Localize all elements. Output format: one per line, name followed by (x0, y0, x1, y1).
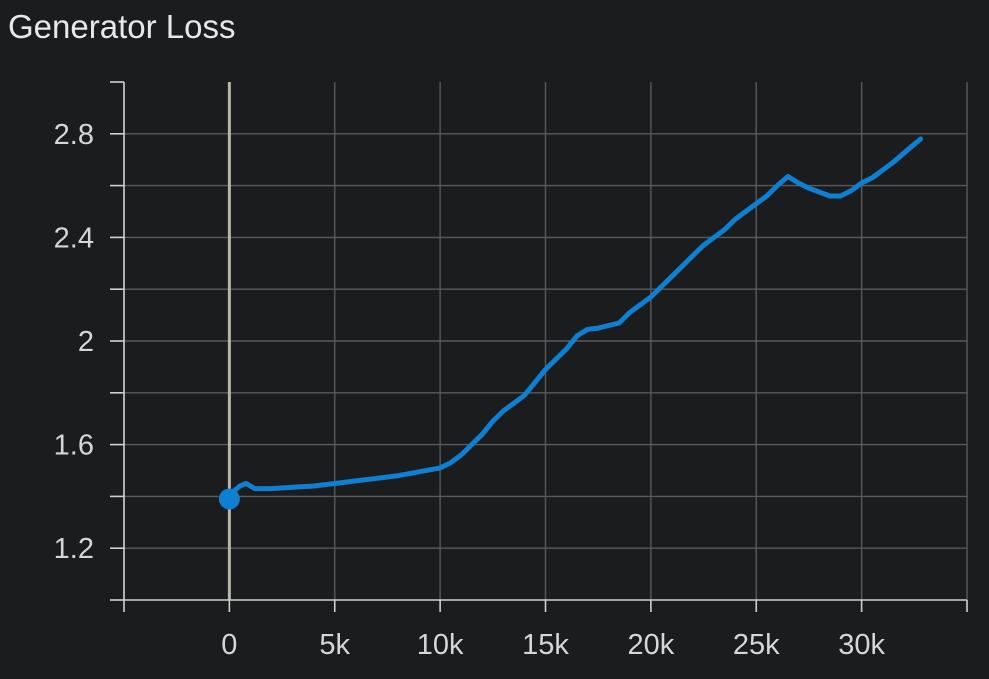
series-start-point (218, 488, 240, 510)
tick-labels: 1.2 1.6 2 2.4 2.8 0 5k 10k 15k 20k 25k 30k (54, 119, 886, 661)
chart-title: Generator Loss (8, 8, 236, 45)
series-line (226, 136, 924, 502)
y-tick-label: 2.8 (54, 119, 94, 151)
y-tick-label: 2 (78, 326, 94, 358)
y-tick-label: 1.2 (54, 533, 94, 565)
x-tick-label: 10k (417, 629, 464, 661)
x-tick-label: 5k (319, 629, 350, 661)
x-tick-label: 25k (733, 629, 780, 661)
y-tick-label: 2.4 (54, 222, 94, 254)
x-tick-label: 30k (838, 629, 885, 661)
axes (110, 81, 968, 612)
x-tick-label: 0 (221, 629, 237, 661)
x-tick-label: 20k (627, 629, 674, 661)
series-layer (218, 136, 924, 510)
grid (123, 82, 968, 600)
y-tick-label: 1.6 (54, 430, 94, 462)
x-tick-label: 15k (522, 629, 569, 661)
